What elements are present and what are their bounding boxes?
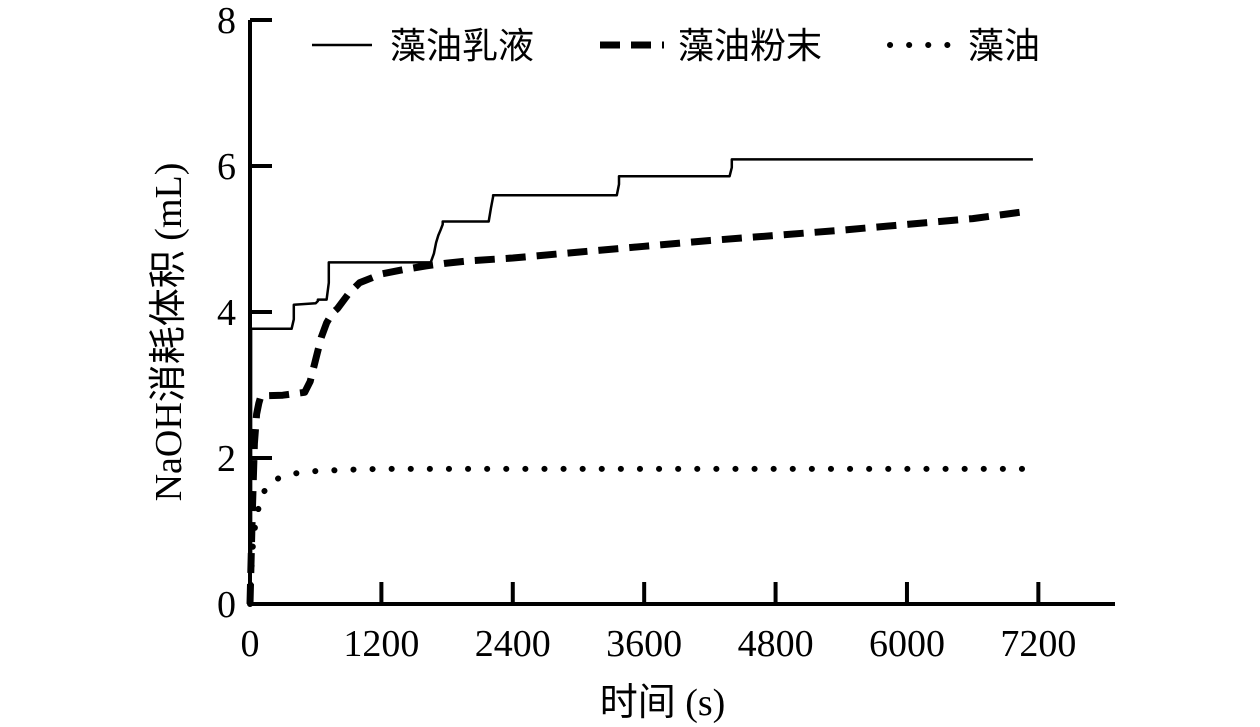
y-ticks: 0 2 4 6 8 — [217, 0, 272, 626]
axes-layer — [248, 20, 1115, 606]
series-line-1 — [248, 158, 1033, 605]
x-tick-label: 2400 — [475, 623, 551, 665]
x-tick-label: 4800 — [738, 623, 814, 665]
x-tick-label: 6000 — [869, 623, 945, 665]
x-tick-label: 3600 — [606, 623, 682, 665]
legend-label-1: 藻油乳液 — [390, 26, 534, 67]
y-tick-label: 8 — [217, 0, 236, 42]
y-tick-label: 0 — [217, 584, 236, 626]
legend: 藻油乳液 藻油粉末 藻油 — [312, 26, 1040, 67]
y-tick-label: 6 — [217, 146, 236, 188]
x-tick-label: 7200 — [1000, 623, 1076, 665]
x-tick-label: 1200 — [343, 623, 419, 665]
x-tick-label: 0 — [241, 623, 260, 665]
y-axis-title: NaOH消耗体积 (mL) — [148, 163, 190, 502]
series-layer — [246, 158, 1033, 607]
x-axis-title: 时间 (s) — [600, 682, 726, 724]
series-line-2 — [246, 207, 1028, 605]
y-tick-label: 2 — [217, 438, 236, 480]
legend-label-3: 藻油 — [968, 26, 1040, 67]
series-line-3 — [247, 465, 1031, 607]
y-tick-label: 4 — [217, 292, 236, 334]
x-ticks: 0 1200 2400 3600 4800 6000 7200 — [241, 582, 1076, 665]
legend-label-2: 藻油粉末 — [678, 26, 822, 67]
